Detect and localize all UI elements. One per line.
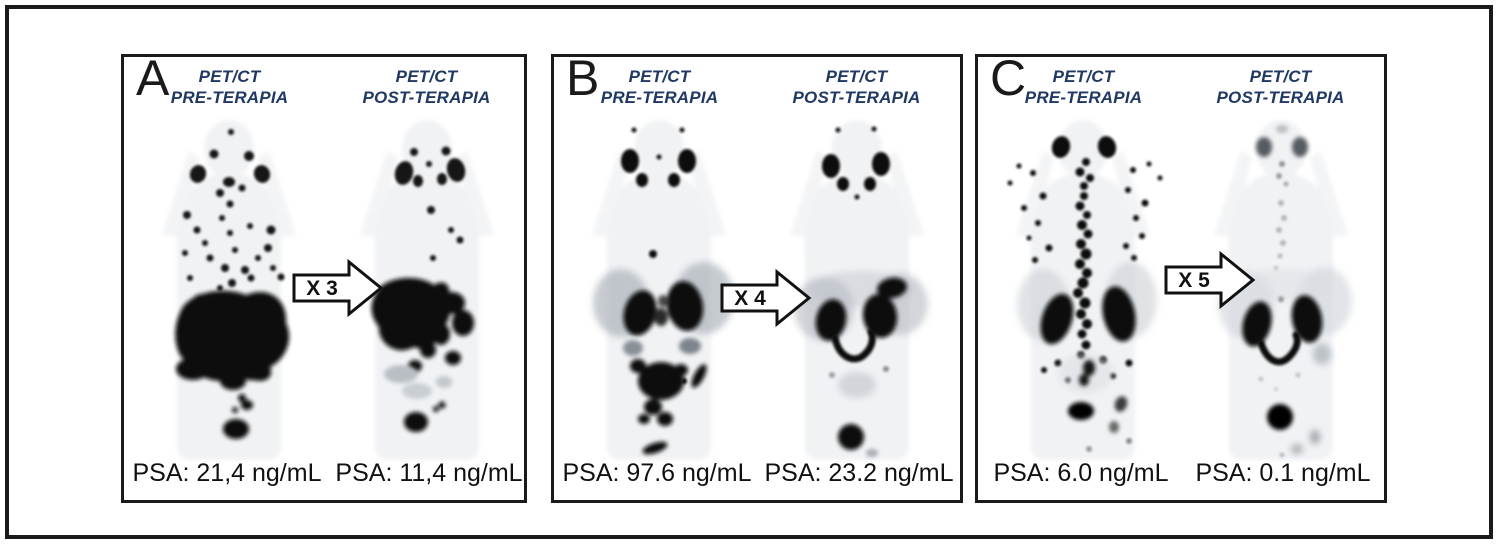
psa-value-post: PSA: 23.2 ng/mL (764, 459, 954, 487)
panel-b-letter: B (566, 50, 600, 106)
psa-value-post: PSA: 0.1 ng/mL (1195, 459, 1371, 487)
fold-change-arrow-icon: X 5 (1164, 252, 1255, 308)
psa-value-post: PSA: 11,4 ng/mL (335, 459, 523, 487)
psa-value-pre: PSA: 6.0 ng/mL (993, 459, 1169, 487)
psa-value-pre: PSA: 21,4 ng/mL (132, 459, 322, 487)
fold-change-arrow-icon: X 4 (720, 270, 811, 326)
panel-c: C PET/CT PRE-TERAPIA PET/CT POST-TERAPIA (975, 50, 1387, 503)
panel-c-letter: C (990, 50, 1027, 106)
scan-c-pre-image (1007, 120, 1163, 460)
panel-c-pre-header: PET/CT PRE-TERAPIA (986, 66, 1181, 109)
fold-change-label: X 3 (306, 277, 338, 300)
scan-a-pre-image (162, 120, 296, 460)
scan-b-post-image (790, 120, 928, 460)
pre-phase-label: PRE-TERAPIA (1024, 88, 1143, 108)
pre-modality-label: PET/CT (628, 67, 691, 86)
psa-value-pre: PSA: 97.6 ng/mL (562, 459, 752, 487)
pre-phase-label: PRE-TERAPIA (170, 88, 289, 108)
panel-c-post-header: PET/CT POST-TERAPIA (1183, 66, 1378, 109)
panel-b-post-header: PET/CT POST-TERAPIA (759, 66, 954, 109)
figure-outer-frame: A PET/CT PRE-TERAPIA PET/CT POST-TERAPIA (5, 5, 1493, 539)
panel-b-pre-header: PET/CT PRE-TERAPIA (562, 66, 757, 109)
fold-change-arrow-icon: X 3 (292, 260, 383, 316)
post-phase-label: POST-TERAPIA (1216, 88, 1345, 108)
fold-change-label: X 4 (734, 287, 766, 310)
panel-a-post-header: PET/CT POST-TERAPIA (329, 66, 524, 109)
scan-a-post-image (360, 120, 494, 460)
panel-a-pre-header: PET/CT PRE-TERAPIA (132, 66, 327, 109)
post-modality-label: PET/CT (1249, 67, 1312, 86)
pre-phase-label: PRE-TERAPIA (600, 88, 719, 108)
post-phase-label: POST-TERAPIA (792, 88, 921, 108)
scan-b-pre-image (592, 120, 734, 460)
pre-modality-label: PET/CT (198, 67, 261, 86)
panel-a-letter: A (136, 50, 170, 106)
panel-a: A PET/CT PRE-TERAPIA PET/CT POST-TERAPIA (121, 50, 527, 503)
panel-b: B PET/CT PRE-TERAPIA PET/CT POST-TERAPIA (551, 50, 963, 503)
post-modality-label: PET/CT (395, 67, 458, 86)
post-modality-label: PET/CT (825, 67, 888, 86)
fold-change-label: X 5 (1178, 269, 1210, 292)
post-phase-label: POST-TERAPIA (362, 88, 491, 108)
pre-modality-label: PET/CT (1052, 67, 1115, 86)
